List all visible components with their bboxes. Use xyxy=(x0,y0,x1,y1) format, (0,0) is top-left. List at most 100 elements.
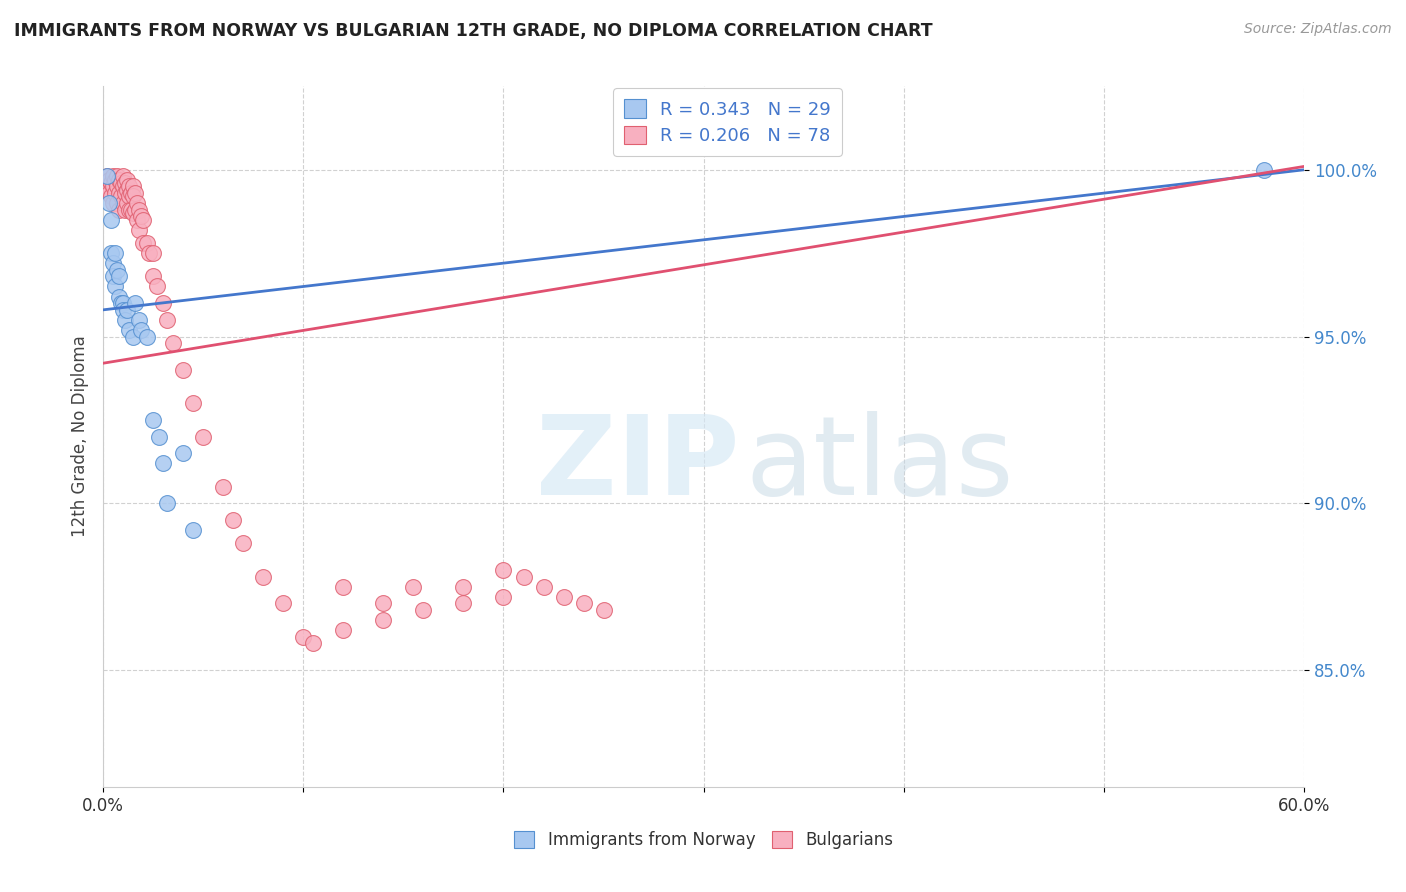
Point xyxy=(271,596,294,610)
Point xyxy=(146,279,169,293)
Point xyxy=(533,580,555,594)
Point xyxy=(492,563,515,577)
Point xyxy=(156,313,179,327)
Point xyxy=(1253,162,1275,177)
Point xyxy=(129,210,152,224)
Point xyxy=(115,183,138,197)
Point xyxy=(118,179,141,194)
Point xyxy=(105,196,128,211)
Point xyxy=(100,176,122,190)
Point xyxy=(98,186,121,200)
Point xyxy=(129,323,152,337)
Point xyxy=(232,536,254,550)
Point xyxy=(104,279,127,293)
Point xyxy=(132,212,155,227)
Point xyxy=(373,613,395,627)
Point xyxy=(104,246,127,260)
Point xyxy=(110,189,132,203)
Point xyxy=(142,413,165,427)
Point xyxy=(572,596,595,610)
Point xyxy=(104,173,127,187)
Point xyxy=(122,189,145,203)
Point xyxy=(118,189,141,203)
Point xyxy=(114,186,136,200)
Point xyxy=(128,202,150,217)
Point xyxy=(115,173,138,187)
Point xyxy=(373,596,395,610)
Point xyxy=(104,186,127,200)
Point xyxy=(252,570,274,584)
Point xyxy=(114,313,136,327)
Point xyxy=(142,269,165,284)
Point xyxy=(114,202,136,217)
Point xyxy=(105,179,128,194)
Point xyxy=(108,289,131,303)
Point xyxy=(101,269,124,284)
Point xyxy=(124,186,146,200)
Point xyxy=(96,169,118,184)
Point xyxy=(181,396,204,410)
Point xyxy=(98,196,121,211)
Point xyxy=(332,580,354,594)
Point xyxy=(222,513,245,527)
Point xyxy=(120,202,142,217)
Point xyxy=(292,630,315,644)
Point xyxy=(122,206,145,220)
Point xyxy=(98,173,121,187)
Point xyxy=(108,202,131,217)
Point xyxy=(212,480,235,494)
Point xyxy=(453,596,475,610)
Point xyxy=(402,580,425,594)
Point xyxy=(553,590,575,604)
Point xyxy=(592,603,614,617)
Point xyxy=(112,296,135,310)
Point xyxy=(101,169,124,184)
Point xyxy=(105,169,128,184)
Y-axis label: 12th Grade, No Diploma: 12th Grade, No Diploma xyxy=(72,335,89,538)
Text: Source: ZipAtlas.com: Source: ZipAtlas.com xyxy=(1244,22,1392,37)
Point xyxy=(148,429,170,443)
Point xyxy=(492,590,515,604)
Point xyxy=(96,179,118,194)
Point xyxy=(138,246,160,260)
Point xyxy=(124,202,146,217)
Point xyxy=(127,196,149,211)
Point xyxy=(110,176,132,190)
Point xyxy=(114,176,136,190)
Point xyxy=(172,363,194,377)
Point xyxy=(100,246,122,260)
Point xyxy=(453,580,475,594)
Point xyxy=(181,523,204,537)
Point xyxy=(112,179,135,194)
Point xyxy=(112,196,135,211)
Point xyxy=(110,296,132,310)
Point xyxy=(115,196,138,211)
Point xyxy=(136,329,159,343)
Point xyxy=(115,302,138,317)
Point xyxy=(96,169,118,184)
Point xyxy=(193,429,215,443)
Point xyxy=(152,456,174,470)
Point xyxy=(136,236,159,251)
Point xyxy=(101,179,124,194)
Point xyxy=(132,236,155,251)
Point xyxy=(108,173,131,187)
Point xyxy=(512,570,534,584)
Point xyxy=(100,212,122,227)
Point xyxy=(100,189,122,203)
Point xyxy=(101,256,124,270)
Point xyxy=(142,246,165,260)
Point xyxy=(152,296,174,310)
Point xyxy=(128,223,150,237)
Legend: Immigrants from Norway, Bulgarians: Immigrants from Norway, Bulgarians xyxy=(508,824,900,855)
Text: IMMIGRANTS FROM NORWAY VS BULGARIAN 12TH GRADE, NO DIPLOMA CORRELATION CHART: IMMIGRANTS FROM NORWAY VS BULGARIAN 12TH… xyxy=(14,22,932,40)
Point xyxy=(105,262,128,277)
Point xyxy=(118,202,141,217)
Point xyxy=(412,603,434,617)
Text: atlas: atlas xyxy=(745,411,1014,518)
Point xyxy=(122,179,145,194)
Point xyxy=(108,186,131,200)
Point xyxy=(122,329,145,343)
Point xyxy=(101,196,124,211)
Point xyxy=(332,623,354,637)
